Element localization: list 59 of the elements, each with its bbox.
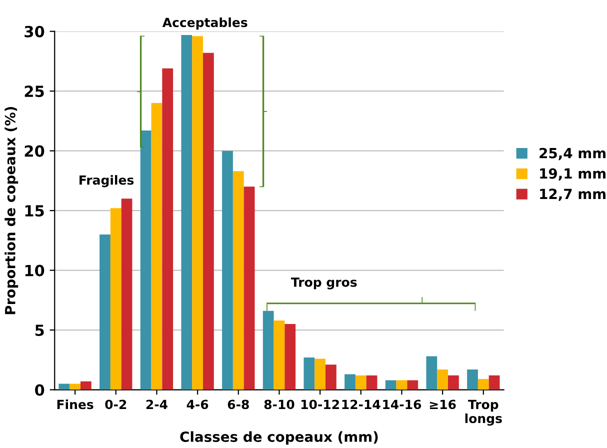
x-tick-label: 2-4 — [146, 400, 168, 409]
bar — [192, 36, 203, 390]
x-tick-label: 10-12 — [301, 400, 339, 410]
y-tick-label: 20 — [24, 145, 44, 157]
bar — [181, 34, 192, 390]
bar — [467, 369, 478, 390]
y-axis-title: Proportion de copeaux (%) — [4, 106, 18, 314]
bar — [262, 310, 274, 390]
bar — [232, 171, 244, 390]
text: Acceptables — [162, 17, 248, 30]
x-tick-label: 0-2 — [105, 400, 126, 410]
legend-label: 12,7 mm — [540, 188, 606, 201]
y-tick-label: 30 — [24, 26, 44, 38]
x-tick-label: ≥16 — [430, 400, 456, 410]
bar — [488, 375, 500, 390]
y-tick-label: 10 — [25, 264, 44, 276]
bar — [437, 369, 448, 390]
bar — [121, 198, 132, 390]
bar — [100, 234, 110, 390]
bar — [407, 380, 418, 390]
x-tick-label: Trop longs — [465, 400, 502, 426]
bar — [162, 68, 174, 390]
bar — [344, 374, 356, 390]
y-tick-label: 5 — [35, 324, 44, 336]
y-tick-label: 25 — [24, 86, 44, 98]
annotation: Fragiles — [80, 175, 134, 188]
bar — [448, 375, 459, 390]
y-tick-label: 15 — [25, 205, 44, 217]
bar — [355, 375, 366, 390]
bar — [314, 358, 326, 390]
legend-label: 19,1 mm — [540, 168, 606, 181]
x-tick-label: 12-14 — [342, 400, 380, 409]
bar — [274, 320, 285, 390]
bar — [396, 380, 408, 390]
bar — [58, 384, 70, 390]
bar — [110, 208, 122, 390]
bar — [151, 103, 162, 390]
bar — [244, 186, 255, 390]
x-axis-title: Classes de copeaux (mm) — [180, 431, 378, 445]
x-tick-label: 4-6 — [186, 400, 208, 410]
x-tick-label: 14-16 — [383, 400, 422, 410]
annotation: Trop gros — [291, 278, 357, 290]
x-tick-label: Fines — [57, 399, 94, 410]
bar — [80, 381, 92, 390]
bar — [202, 52, 214, 390]
bar — [366, 375, 378, 390]
bar — [222, 150, 233, 390]
bar — [426, 356, 438, 390]
bar — [326, 364, 336, 390]
y-tick-label: 0 — [35, 384, 44, 396]
legend-label: 25,4 mm — [540, 148, 606, 160]
bar — [140, 130, 152, 390]
bar — [385, 380, 396, 390]
x-tick-label: 8-10 — [264, 400, 294, 410]
bar — [478, 379, 489, 390]
bar — [304, 358, 315, 390]
x-tick-label: 6-8 — [228, 400, 249, 410]
bar — [70, 384, 80, 390]
bar — [284, 324, 296, 390]
